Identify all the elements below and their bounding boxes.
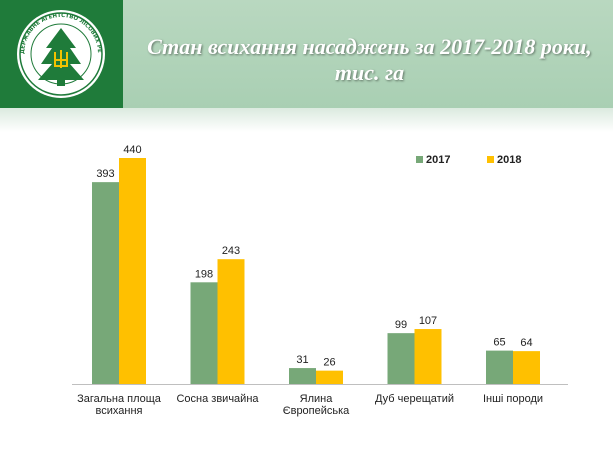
trident-icon (54, 50, 68, 68)
data-label-2018-0: 440 (123, 144, 141, 156)
bar-2018-2 (316, 370, 343, 384)
header-fade (0, 108, 613, 132)
bar-2018-3 (414, 329, 442, 384)
category-label-2-1: Європейська (283, 405, 350, 417)
data-label-2017-3: 99 (395, 319, 407, 331)
data-label-2017-4: 65 (493, 337, 505, 349)
title-line-2: тис. га (334, 60, 405, 85)
bar-2017-0 (92, 182, 119, 384)
bar-2017-4 (486, 350, 513, 384)
page-title: Стан всихання насаджень за 2017-2018 рок… (126, 34, 613, 86)
data-label-2018-1: 243 (222, 245, 240, 257)
bar-2017-2 (289, 368, 316, 384)
category-label-0-0: Загальна площа (77, 393, 162, 405)
data-label-2018-2: 26 (323, 357, 335, 369)
legend-label-2018: 2018 (497, 154, 521, 166)
bar-2017-1 (190, 282, 218, 384)
bar-2018-1 (217, 259, 245, 384)
bar-2017-3 (387, 333, 415, 384)
data-label-2017-0: 393 (96, 168, 114, 180)
bar-2018-4 (513, 351, 540, 384)
legend-swatch-2018 (487, 156, 494, 163)
data-label-2018-3: 107 (419, 315, 437, 327)
category-label-3-0: Дуб черещатий (375, 393, 454, 405)
data-label-2017-2: 31 (296, 354, 308, 366)
legend-swatch-2017 (416, 156, 423, 163)
category-label-4-0: Інші породи (483, 393, 543, 405)
title-line-1: Стан всихання насаджень за 2017-2018 рок… (147, 34, 592, 59)
data-label-2018-4: 64 (520, 337, 532, 349)
category-label-0-1: всихання (96, 405, 143, 417)
bar-2018-0 (119, 158, 146, 384)
category-label-1-0: Сосна звичайна (176, 393, 259, 405)
agency-logo: ДЕРЖАВНЕ АГЕНТСТВО ЛІСОВИХ РЕСУРСІВ УКРА… (0, 0, 123, 108)
category-label-2-0: Ялина (300, 393, 334, 405)
legend-label-2017: 2017 (426, 154, 450, 166)
data-label-2017-1: 198 (195, 268, 213, 280)
